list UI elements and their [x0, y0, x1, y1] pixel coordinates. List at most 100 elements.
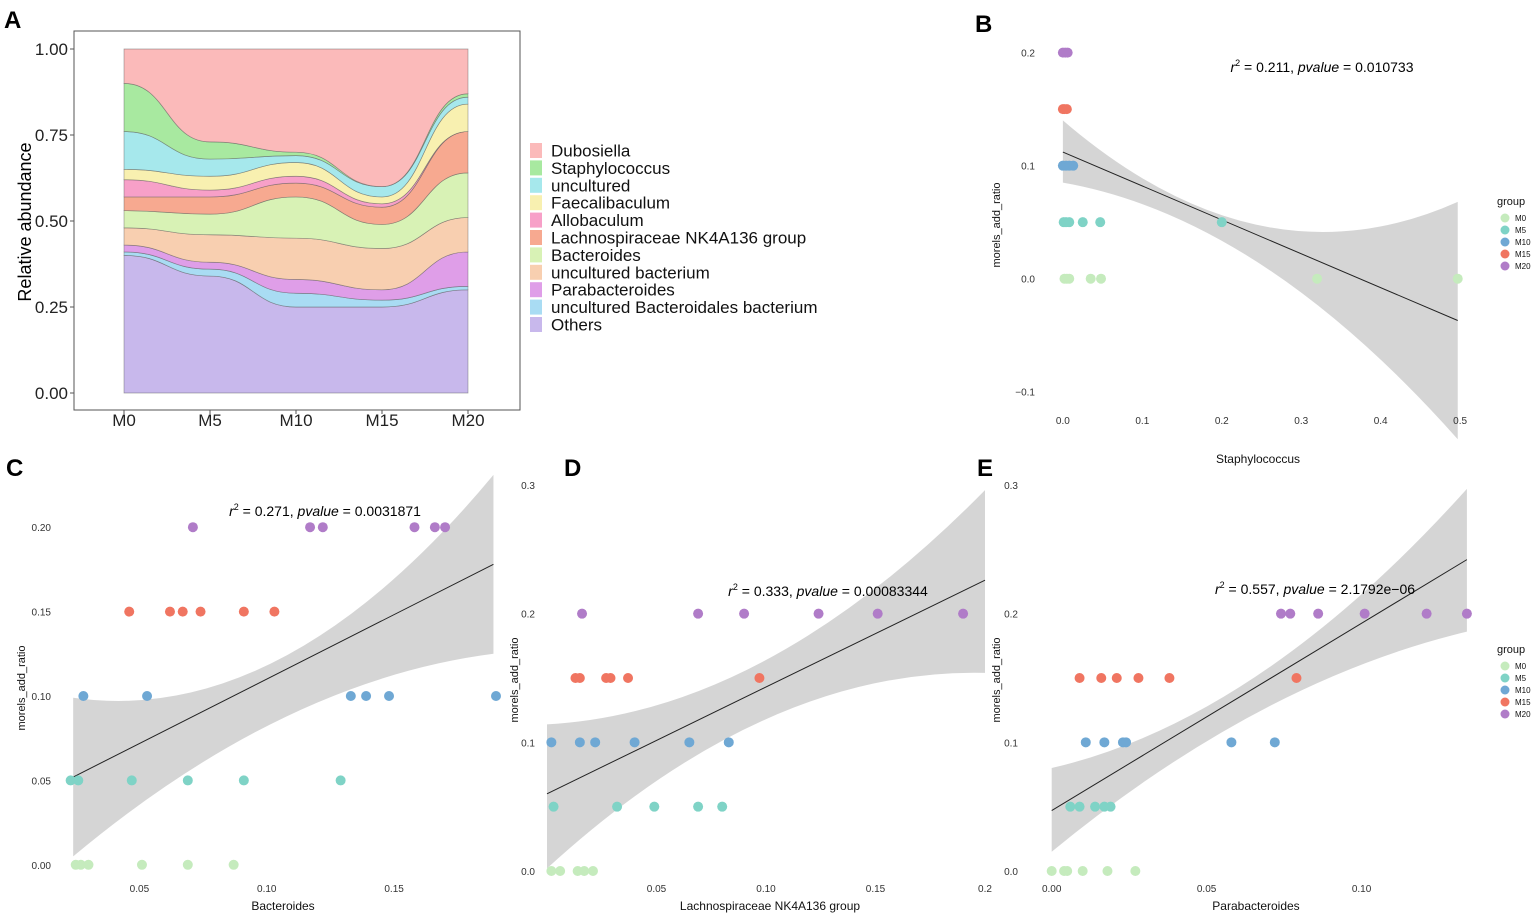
- panel-e-point-m10: [1080, 737, 1091, 748]
- panel-c-point-m15: [238, 606, 249, 617]
- panel-c-point-m15: [195, 606, 206, 617]
- legend-swatch: [530, 230, 542, 245]
- panel-b-point-m15: [1061, 104, 1072, 115]
- panel-d-point-m5: [649, 801, 660, 812]
- panel-c-point-m20: [305, 522, 316, 533]
- legend-label: Allobaculum: [551, 211, 644, 230]
- panel-b-point-m5: [1077, 217, 1088, 228]
- panel-e-point-m20: [1359, 608, 1370, 619]
- panel-c-point-m20: [409, 522, 420, 533]
- panel-c-point-m0: [182, 859, 193, 870]
- panel-b-y-tick-label: 0.2: [1021, 49, 1035, 60]
- panel-a-x-tick-label: M5: [198, 411, 222, 430]
- panel-a-legend: DubosiellaStaphylococcusunculturedFaecal…: [530, 142, 817, 335]
- panel-e-point-m0: [1062, 865, 1073, 876]
- legend-label: uncultured bacterium: [551, 263, 710, 282]
- panel-d-y-tick-label: 0.2: [521, 610, 535, 621]
- legend-swatch: [530, 299, 542, 315]
- panel-e-point-m10: [1121, 737, 1132, 748]
- panel-c-point-m10: [345, 691, 356, 702]
- panel-letter-b: B: [975, 11, 992, 38]
- panel-b-x-axis-label: Staphylococcus: [1216, 452, 1300, 466]
- legend-label: Parabacteroides: [551, 281, 675, 300]
- panel-c-point-m5: [182, 775, 193, 786]
- legend-swatch: [530, 195, 542, 211]
- panel-c-scatter-bacteroides: 0.05 0.10 0.15 0.00 0.05 0.10 0.15 0.20 Bacteroi…: [16, 474, 501, 913]
- group-legend-label: M5: [1515, 674, 1527, 683]
- panel-e-point-m0: [1102, 865, 1113, 876]
- panel-d-scatter-lachnospiraceae: 0.05 0.10 0.15 0.2 0.0 0.1 0.2 0.3 Lachnospirace…: [509, 481, 992, 913]
- legend-swatch: [530, 264, 542, 280]
- group-legend-key-m10: [1500, 237, 1510, 247]
- panel-c-y-axis-label: morels_add_ratio: [16, 646, 28, 731]
- panel-c-point-m0: [228, 859, 239, 870]
- panel-a-x-tick-label: M10: [279, 411, 312, 430]
- panel-d-y-axis-label: morels_add_ratio: [509, 638, 521, 723]
- panel-d-y-tick-label: 0.0: [521, 867, 535, 878]
- panel-b-scatter-staphylococcus: 0.0 0.1 0.2 0.3 0.4 0.5 −0.1 0.0 0.1 0.2 Staphyloc…: [991, 47, 1531, 466]
- panel-d-point-m15: [605, 672, 616, 683]
- panel-d-point-m10: [590, 737, 601, 748]
- group-legend-label: M20: [1515, 710, 1531, 719]
- panel-e-point-m5: [1090, 801, 1101, 812]
- panel-letter-e: E: [977, 455, 993, 482]
- group-legend-key-m20: [1500, 261, 1510, 271]
- legend-label: Dubosiella: [551, 142, 631, 161]
- panel-c-x-axis-label: Bacteroides: [251, 899, 314, 913]
- panel-a-y-tick-label: 1.00: [35, 40, 68, 59]
- panel-e-y-tick-label: 0.3: [1004, 481, 1018, 492]
- panel-d-x-axis-label: Lachnospiraceae NK4A136 group: [680, 899, 860, 913]
- panel-d-point-m10: [684, 737, 695, 748]
- panel-c-y-tick-label: 0.00: [32, 861, 52, 872]
- panel-a-x-ticks: M0 M5 M10 M15 M20: [112, 410, 485, 430]
- panel-c-point-m15: [269, 606, 280, 617]
- panel-e-point-m15: [1111, 672, 1122, 683]
- panel-e-y-tick-label: 0.1: [1004, 738, 1018, 749]
- panel-d-point-m15: [574, 672, 585, 683]
- panel-e-point-m20: [1275, 608, 1286, 619]
- panel-c-point-m5: [65, 775, 76, 786]
- panel-c-point-m10: [384, 691, 395, 702]
- group-legend-title: group: [1497, 196, 1525, 208]
- panel-c-confidence-band: [73, 474, 494, 857]
- panel-d-y-tick-label: 0.1: [521, 738, 535, 749]
- panel-e-stats-annotation: r2 = 0.557, pvalue = 2.1792e−06: [1215, 580, 1415, 597]
- legend-label: Others: [551, 316, 602, 335]
- panel-a-y-tick-label: 0.75: [35, 126, 68, 145]
- panel-e-point-m0: [1046, 865, 1057, 876]
- legend-label: Bacteroides: [551, 246, 641, 265]
- panel-d-point-m5: [693, 801, 704, 812]
- panel-d-point-m20: [739, 608, 750, 619]
- panel-e-point-m10: [1269, 737, 1280, 748]
- panel-c-point-m0: [83, 859, 94, 870]
- group-legend-key-m0: [1500, 661, 1510, 671]
- group-legend-title: group: [1497, 644, 1525, 656]
- group-legend-label: M20: [1515, 262, 1531, 271]
- panel-e-point-m15: [1133, 672, 1144, 683]
- panel-b-x-tick-label: 0.4: [1374, 416, 1388, 427]
- legend-label: Faecalibaculum: [551, 194, 670, 213]
- panel-b-y-axis-label: morels_add_ratio: [991, 183, 1003, 268]
- panel-c-point-m15: [124, 606, 135, 617]
- panel-a-stacked-area-chart: 0.00 0.25 0.50 0.75 1.00 M0 M5 M10 M15 M20 Relat…: [15, 30, 817, 430]
- panel-e-x-tick-label: 0.10: [1352, 884, 1372, 895]
- panel-d-point-m5: [548, 801, 559, 812]
- group-legend-label: M15: [1515, 250, 1531, 259]
- group-legend-key-m20: [1500, 709, 1510, 719]
- panel-d-point-m5: [717, 801, 728, 812]
- group-legend-key-m15: [1500, 697, 1510, 707]
- panel-d-point-m10: [574, 737, 585, 748]
- panel-d-x-tick-label: 0.10: [756, 884, 776, 895]
- panel-c-x-tick-label: 0.10: [257, 884, 277, 895]
- panel-e-point-m0: [1130, 865, 1141, 876]
- legend-swatch: [530, 212, 542, 228]
- panel-b-x-tick-label: 0.0: [1056, 416, 1070, 427]
- legend-swatch: [530, 177, 542, 193]
- legend-label: uncultured Bacteroidales bacterium: [551, 298, 817, 317]
- panel-e-point-m15: [1096, 672, 1107, 683]
- panel-c-y-tick-label: 0.20: [32, 523, 52, 534]
- panel-d-point-m10: [546, 737, 557, 748]
- panel-b-point-m20: [1062, 47, 1073, 58]
- panel-d-y-tick-label: 0.3: [521, 481, 535, 492]
- panel-letter-d: D: [564, 455, 581, 482]
